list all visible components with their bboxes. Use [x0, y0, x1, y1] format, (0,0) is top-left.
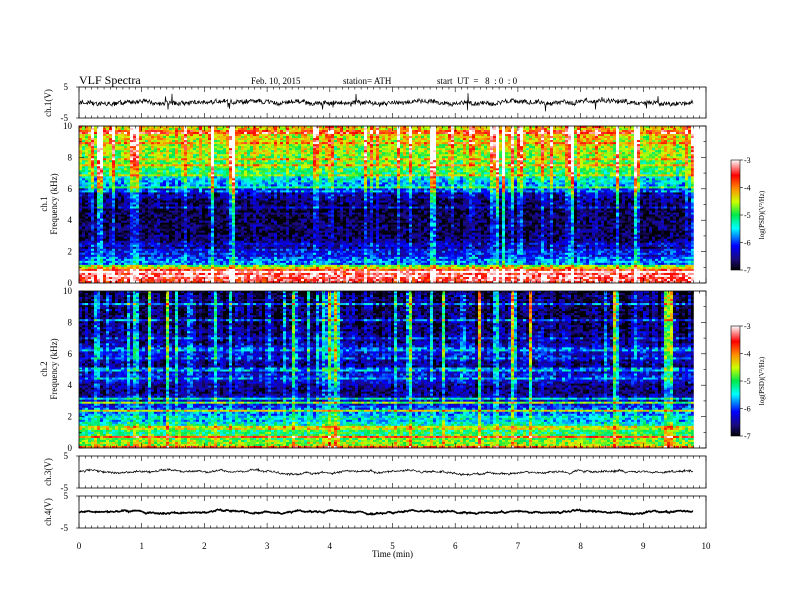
ch1-waveform-ytick-top: 5 [64, 82, 69, 92]
ch1-spectrogram-ytick-6: 6 [68, 184, 73, 194]
ch3-waveform-time-ticks [78, 456, 707, 488]
start-ut-label: start UT = 8 : 0 : 0 [437, 76, 517, 86]
ch1-spectrogram-colorbar-tick-3: -6 [744, 239, 751, 248]
ch2-spectrogram-ytick-0: 0 [68, 443, 73, 453]
ch2-spectrogram-ytick-8: 8 [68, 317, 73, 327]
xtick-6: 6 [453, 541, 458, 551]
ch3-waveform-signal-line [78, 467, 694, 477]
ch2-spectrogram-ytick-6: 6 [68, 349, 73, 359]
ch3-waveform-ylabel: ch.3(V) [43, 458, 53, 486]
ch2-spectrogram-colorbar-tick-0: -3 [744, 322, 751, 331]
x-axis-label: Time (min) [372, 549, 413, 559]
xtick-10: 10 [702, 541, 712, 551]
ch2-spectrogram-channel-label: ch.2 [39, 361, 49, 376]
ch1-spectrogram-channel-label: ch.1 [39, 196, 49, 211]
xtick-3: 3 [265, 541, 270, 551]
ch4-waveform-ytick-bottom: -5 [61, 523, 69, 533]
xtick-0: 0 [77, 541, 82, 551]
ch1-spectrogram-image [79, 126, 706, 283]
xtick-7: 7 [516, 541, 521, 551]
xtick-8: 8 [578, 541, 583, 551]
ch2-spectrogram-colorbar-tick-2: -5 [744, 377, 751, 386]
ch1-spectrogram-ytick-8: 8 [68, 152, 73, 162]
date-label: Feb. 10, 2015 [251, 76, 301, 86]
ch2-spectrogram-ytick-10: 10 [63, 286, 73, 296]
ch1-spectrogram-ytick-0: 0 [68, 278, 73, 288]
ch1-spectrogram-colorbar-tick-0: -3 [744, 156, 751, 165]
ch2-spectrogram-image [79, 291, 706, 448]
ch1-spectrogram-colorbar-tick-2: -5 [744, 211, 751, 220]
ch1-spectrogram-colorbar [730, 159, 741, 271]
ch2-spectrogram-colorbar-tick-3: -6 [744, 405, 751, 414]
ch2-spectrogram-colorbar-tick-4: -7 [744, 432, 751, 441]
ch1-spectrogram-colorbar-tick-4: -7 [744, 266, 751, 275]
xtick-1: 1 [139, 541, 144, 551]
ch4-waveform-time-ticks [78, 496, 707, 528]
ch1-spectrogram-time-ticks [78, 126, 707, 283]
ch4-waveform-ylabel: ch.4(V) [43, 498, 53, 526]
ch2-spectrogram-ylabel: Frequency (kHz) [49, 338, 59, 399]
ch3-waveform-ytick-bottom: -5 [61, 483, 69, 493]
ch1-spectrogram-ytick-4: 4 [68, 215, 73, 225]
xtick-2: 2 [202, 541, 207, 551]
ch1-spectrogram-colorbar-label: log(PSD)(V²/Hz) [758, 190, 766, 239]
ch2-spectrogram-colorbar-tick-1: -4 [744, 350, 751, 359]
ch2-spectrogram-time-ticks [78, 291, 707, 448]
ch3-waveform-ytick-top: 5 [64, 451, 69, 461]
ch1-waveform-signal-line [78, 93, 694, 112]
xtick-4: 4 [328, 541, 333, 551]
ch1-spectrogram-ytick-10: 10 [63, 121, 73, 131]
station-label: station= ATH [343, 76, 391, 86]
ch1-waveform-ylabel: ch.1(V) [43, 89, 53, 117]
ch1-spectrogram-ytick-2: 2 [68, 247, 73, 257]
ch1-spectrogram-ylabel: Frequency (kHz) [49, 173, 59, 234]
figure-title: VLF Spectra [79, 73, 141, 88]
ch2-spectrogram-colorbar-label: log(PSD)(V²/Hz) [758, 356, 766, 405]
xtick-9: 9 [641, 541, 646, 551]
xtick-5: 5 [390, 541, 395, 551]
ch1-spectrogram-colorbar-tick-1: -4 [744, 184, 751, 193]
ch2-spectrogram-colorbar [730, 325, 741, 437]
ch1-waveform-time-ticks [78, 87, 707, 118]
ch2-spectrogram-ytick-4: 4 [68, 380, 73, 390]
ch2-spectrogram-ytick-2: 2 [68, 412, 73, 422]
ch4-waveform-signal-line [78, 508, 694, 517]
ch1-waveform-ytick-bottom: -5 [61, 113, 69, 123]
ch4-waveform-ytick-top: 5 [64, 491, 69, 501]
